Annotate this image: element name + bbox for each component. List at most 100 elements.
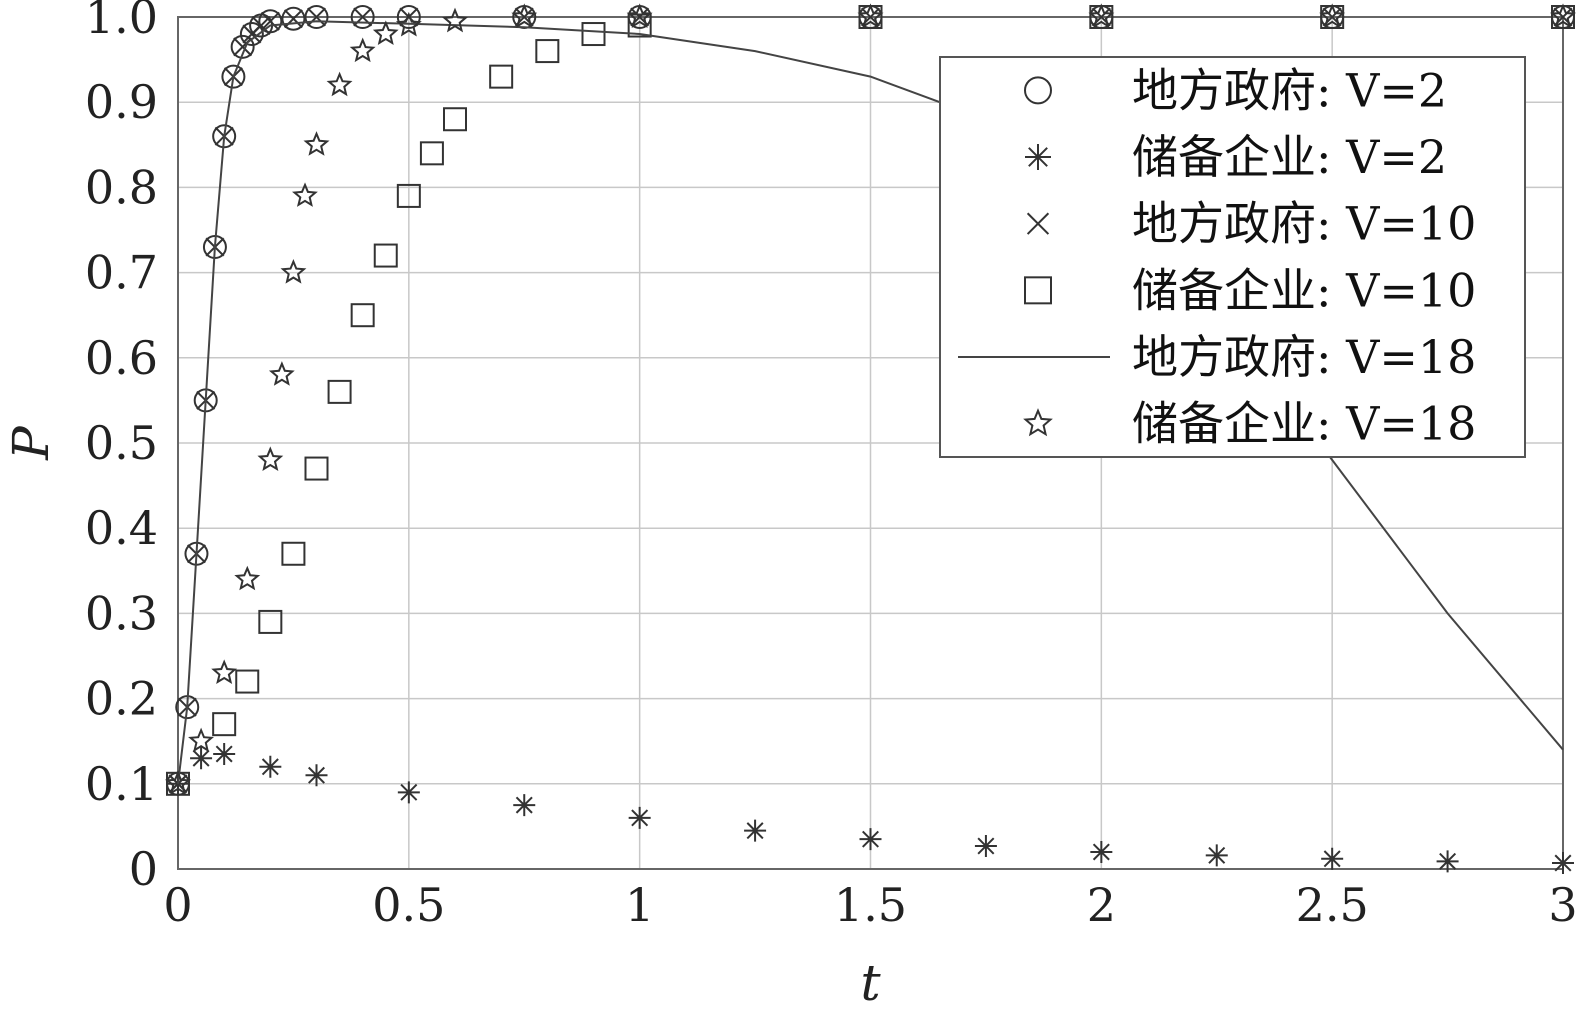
x-tick-label: 2 xyxy=(1087,878,1116,932)
data-point xyxy=(190,747,213,770)
data-point xyxy=(303,131,330,156)
legend-marker xyxy=(1023,408,1053,437)
legend-marker xyxy=(1026,212,1050,235)
data-point xyxy=(396,183,421,208)
series-2 xyxy=(167,742,1574,875)
x-tick-label: 0.5 xyxy=(372,878,445,932)
data-point xyxy=(372,20,399,45)
legend-item: 地方政府: V=18 xyxy=(958,330,1476,384)
data-point xyxy=(535,39,560,64)
legend-item: 地方政府: V=10 xyxy=(1026,197,1476,251)
data-point xyxy=(281,541,306,566)
data-point xyxy=(511,3,538,29)
data-point xyxy=(304,456,329,481)
legend-marker xyxy=(1024,76,1052,105)
x-tick-label: 3 xyxy=(1548,878,1577,932)
y-tick-label: 0.8 xyxy=(85,160,158,214)
x-tick-label: 2.5 xyxy=(1296,878,1369,932)
data-point xyxy=(305,764,328,787)
legend-label: 储备企业: V=10 xyxy=(1132,263,1476,317)
data-point xyxy=(327,379,352,404)
data-point xyxy=(221,64,246,89)
legend-box xyxy=(939,56,1526,458)
data-point xyxy=(234,565,261,591)
x-tick-label: 0 xyxy=(163,878,192,932)
data-point xyxy=(489,64,514,89)
data-point xyxy=(258,9,283,34)
data-point xyxy=(304,5,329,29)
data-point xyxy=(259,755,282,778)
y-tick-label: 0.6 xyxy=(85,331,158,385)
data-point xyxy=(859,828,882,851)
legend-label: 地方政府: V=18 xyxy=(1132,330,1476,384)
data-point xyxy=(443,107,467,132)
data-point xyxy=(373,243,398,268)
legend-label: 储备企业: V=2 xyxy=(1132,130,1447,184)
data-point xyxy=(626,3,653,29)
legend-item: 储备企业: V=10 xyxy=(1024,263,1476,317)
data-point xyxy=(974,834,997,857)
data-point xyxy=(349,37,376,63)
data-point xyxy=(291,182,318,207)
legend-marker xyxy=(1024,276,1052,305)
y-tick-label: 1.0 xyxy=(85,0,158,44)
legend-marker xyxy=(1025,144,1051,170)
y-tick-label: 0.7 xyxy=(85,246,158,300)
data-point xyxy=(1552,852,1574,875)
y-tick-labels: 0 0.1 0.2 0.3 0.4 0.5 0.6 0.7 0.8 0.9 1.0 xyxy=(85,0,158,896)
legend: 地方政府: V=2 储备企业: V=2 地方政府: V=10 储备企业: V=10 地方… xyxy=(939,56,1526,458)
x-axis-label: t xyxy=(860,954,881,1009)
y-tick-label: 0.4 xyxy=(85,501,158,555)
legend-label: 储备企业: V=18 xyxy=(1132,397,1476,451)
data-point xyxy=(441,7,469,33)
data-point xyxy=(395,11,422,37)
y-tick-label: 0.5 xyxy=(85,416,158,470)
data-point xyxy=(326,71,353,97)
data-point xyxy=(257,446,284,471)
y-tick-label: 0.2 xyxy=(85,672,158,726)
data-point xyxy=(1090,840,1113,863)
data-point xyxy=(396,5,421,29)
data-point xyxy=(1205,844,1228,867)
data-point xyxy=(581,22,606,47)
legend-item: 地方政府: V=2 xyxy=(1024,63,1447,117)
data-point xyxy=(281,6,306,31)
y-axis-label: P xyxy=(2,425,60,461)
data-point xyxy=(251,16,271,36)
data-point xyxy=(628,806,651,829)
y-tick-label: 0.3 xyxy=(85,586,158,640)
y-tick-label: 0 xyxy=(129,842,158,896)
legend-label: 地方政府: V=10 xyxy=(1132,197,1476,251)
series-4 xyxy=(166,5,1575,796)
data-point xyxy=(164,770,192,795)
data-point xyxy=(513,794,536,817)
data-point xyxy=(235,669,260,694)
data-point xyxy=(230,34,255,59)
legend-label: 地方政府: V=2 xyxy=(1132,63,1447,117)
series-6 xyxy=(164,3,1577,795)
data-point xyxy=(306,7,327,27)
y-tick-label: 0.9 xyxy=(85,75,158,129)
data-point xyxy=(419,141,444,166)
data-point xyxy=(239,22,264,47)
data-point xyxy=(397,781,420,804)
data-point xyxy=(1088,3,1115,29)
data-point xyxy=(280,258,307,284)
data-point xyxy=(1321,847,1344,870)
data-point xyxy=(188,727,214,753)
data-point xyxy=(213,742,236,765)
legend-item: 储备企业: V=2 xyxy=(1025,130,1447,184)
data-point xyxy=(627,13,652,38)
x-tick-label: 1.5 xyxy=(834,878,907,932)
series-layer xyxy=(164,3,1577,875)
data-point xyxy=(350,5,375,29)
data-point xyxy=(1549,3,1577,29)
data-point xyxy=(1319,3,1346,29)
data-point xyxy=(258,609,283,634)
x-tick-label: 1 xyxy=(625,878,654,932)
data-point xyxy=(260,11,280,31)
data-point xyxy=(268,361,295,386)
data-point xyxy=(857,3,884,29)
data-point xyxy=(350,303,375,328)
